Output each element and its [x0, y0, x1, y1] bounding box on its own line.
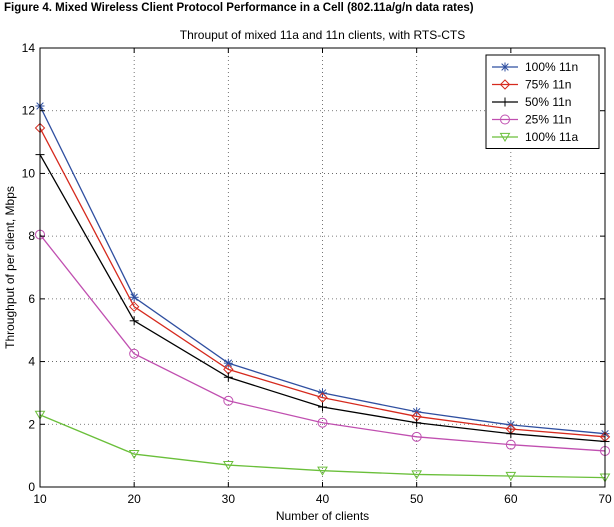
marker-stroke	[501, 63, 509, 71]
data-point	[128, 301, 140, 312]
data-point	[411, 431, 422, 442]
y-tick-label: 0	[28, 480, 35, 494]
data-point	[506, 429, 516, 439]
data-point	[500, 62, 510, 72]
marker-stroke	[224, 359, 233, 367]
legend-entry: 50% 11n	[492, 95, 571, 109]
data-point	[412, 418, 422, 428]
y-tick-label: 4	[28, 355, 35, 369]
legend-label: 100% 11a	[525, 130, 578, 144]
legend-entry: 100% 11a	[492, 130, 578, 144]
marker-stroke	[130, 293, 138, 302]
data-point	[129, 316, 139, 326]
data-point	[129, 348, 140, 359]
y-tick-label: 2	[28, 417, 35, 431]
chart-title: Throuput of mixed 11a and 11n clients, w…	[180, 28, 465, 42]
data-point	[223, 372, 233, 382]
y-tick-label: 6	[28, 292, 35, 306]
legend-entry: 100% 11n	[492, 60, 578, 74]
series-line	[39, 234, 606, 452]
legend-label: 50% 11n	[525, 95, 571, 109]
x-tick-label: 10	[33, 492, 47, 506]
data-point	[223, 395, 234, 406]
y-tick-label: 14	[22, 41, 36, 55]
legend: 100% 11n 75% 11n 50% 11n 25% 11n 100% 11a	[485, 54, 600, 149]
series-25-11n	[35, 229, 610, 456]
x-tick-label: 30	[222, 492, 236, 506]
legend-label: 25% 11n	[525, 113, 571, 127]
y-tick-label: 8	[28, 229, 35, 243]
data-point	[222, 460, 234, 471]
y-tick-label: 10	[22, 166, 36, 180]
data-point	[318, 402, 327, 412]
series-line	[39, 414, 606, 479]
x-tick-label: 60	[504, 492, 518, 506]
data-point	[499, 132, 511, 143]
x-tick-label: 40	[316, 492, 330, 506]
data-point	[505, 471, 517, 482]
series-layer	[34, 101, 611, 483]
x-tick-label: 50	[410, 492, 424, 506]
data-point	[317, 417, 328, 428]
data-point	[500, 114, 510, 125]
x-tick-label: 70	[598, 492, 612, 506]
series-100-11a	[34, 410, 611, 483]
data-point	[128, 449, 140, 460]
series-75-11n	[34, 122, 611, 443]
data-point	[411, 470, 423, 480]
legend-entry: 25% 11n	[492, 113, 571, 127]
x-tick-label: 20	[127, 492, 141, 506]
x-axis-label: Number of clients	[276, 509, 369, 523]
data-point	[317, 466, 328, 476]
axis-ticks: 10 20 30 40 50 60 70 0 2 4 6 8 10 12 14	[22, 41, 612, 506]
figure-caption: Figure 4. Mixed Wireless Client Protocol…	[4, 2, 474, 14]
legend-label: 100% 11n	[525, 60, 578, 74]
legend-label: 75% 11n	[525, 78, 571, 92]
data-point	[500, 97, 510, 107]
data-point	[499, 79, 511, 90]
data-point	[223, 358, 233, 368]
y-tick-label: 12	[22, 104, 36, 118]
data-point	[317, 392, 328, 403]
data-point	[505, 439, 516, 450]
data-point	[129, 292, 139, 302]
legend-entry: 75% 11n	[492, 78, 571, 92]
series-line	[39, 154, 606, 443]
series-line	[39, 127, 606, 438]
y-axis-label: Throughput of per client, Mbps	[3, 186, 17, 349]
